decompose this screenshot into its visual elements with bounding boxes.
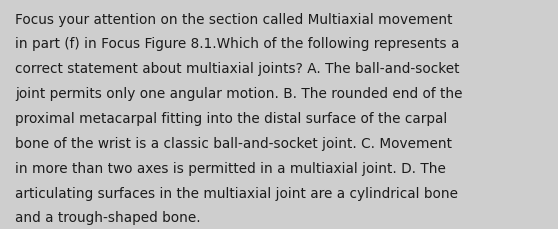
Text: and a trough-shaped bone.: and a trough-shaped bone. [15,210,201,224]
Text: Focus your attention on the section called Multiaxial movement: Focus your attention on the section call… [15,13,453,27]
Text: joint permits only one angular motion. B. The rounded end of the: joint permits only one angular motion. B… [15,87,463,101]
Text: correct statement about multiaxial joints? A. The ball-and-socket: correct statement about multiaxial joint… [15,62,460,76]
Text: proximal metacarpal fitting into the distal surface of the carpal: proximal metacarpal fitting into the dis… [15,112,448,125]
Text: in more than two axes is permitted in a multiaxial joint. D. The: in more than two axes is permitted in a … [15,161,446,175]
Text: articulating surfaces in the multiaxial joint are a cylindrical bone: articulating surfaces in the multiaxial … [15,186,458,200]
Text: in part (f) in Focus Figure 8.1.Which of the following represents a: in part (f) in Focus Figure 8.1.Which of… [15,37,459,51]
Text: bone of the wrist is a classic ball-and-socket joint. C. Movement: bone of the wrist is a classic ball-and-… [15,136,452,150]
